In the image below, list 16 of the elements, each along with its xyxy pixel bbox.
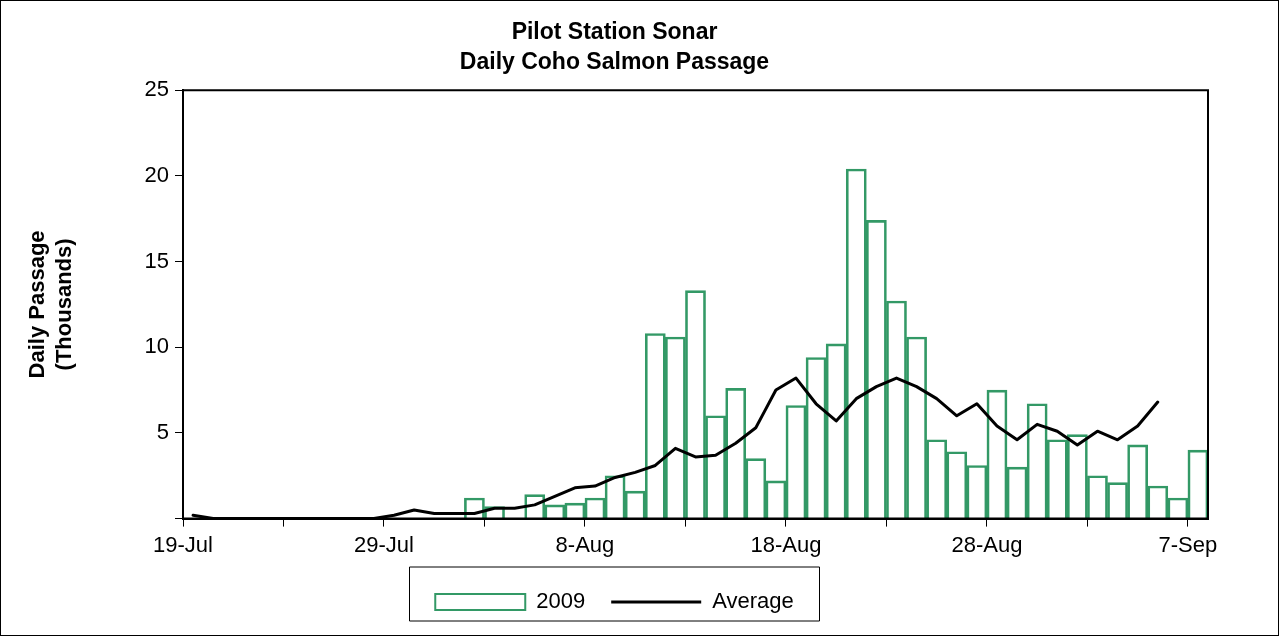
x-tick-label: 18-Aug <box>750 531 822 557</box>
y-tick-label: 15 <box>144 247 169 273</box>
y-tick-label: 10 <box>144 333 169 359</box>
chart-subtitle: Daily Coho Salmon Passage <box>459 47 770 74</box>
x-tick-label: 8-Aug <box>555 531 615 557</box>
legend-label: 2009 <box>536 588 586 614</box>
chart-title: Pilot Station Sonar <box>511 18 718 45</box>
y-axis-title: Daily Passage (Thousands) <box>24 230 76 379</box>
legend-label: Average <box>712 588 794 614</box>
x-tick-label: 19-Jul <box>153 531 213 557</box>
x-tick-label: 28-Aug <box>951 531 1023 557</box>
x-tick-label: 7-Sep <box>1158 531 1218 557</box>
y-tick-label: 20 <box>144 161 169 187</box>
y-tick-label: 5 <box>156 418 169 444</box>
x-tick-label: 29-Jul <box>354 531 414 557</box>
y-tick-label: 25 <box>144 76 169 102</box>
